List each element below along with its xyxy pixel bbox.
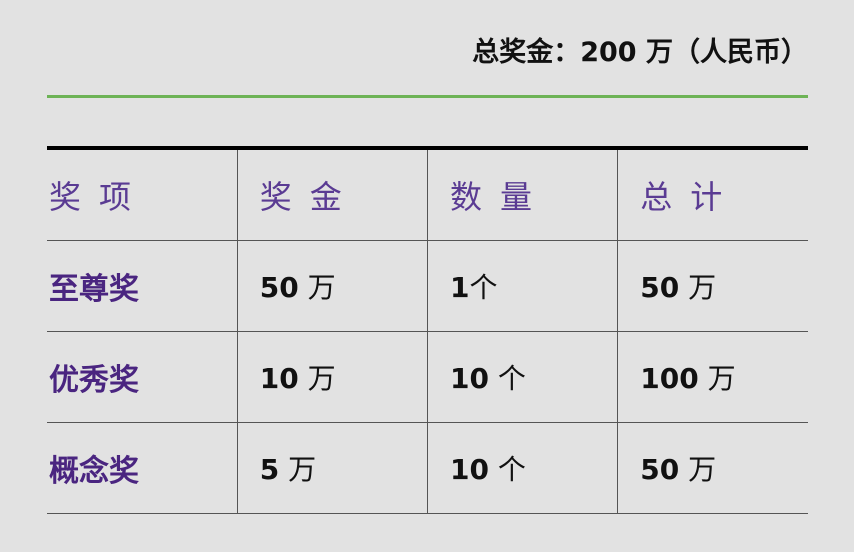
count-value: 1 [450, 271, 470, 304]
prize-value: 5 [259, 453, 280, 486]
count-cell: 10 个 [426, 331, 618, 423]
table-row: 概念奖 5 万 10 个 50 万 [47, 422, 808, 514]
count-unit: 个 [497, 362, 526, 395]
total-cell: 50 万 [617, 240, 808, 332]
count-value: 10 [450, 453, 489, 486]
prize-cell: 10 万 [236, 331, 428, 423]
total-unit: 万 [688, 271, 717, 304]
count-unit: 个 [497, 453, 526, 486]
prize-cell: 5 万 [236, 422, 428, 514]
table-row: 至尊奖 50 万 1个 50 万 [47, 240, 808, 332]
prize-cell: 50 万 [236, 240, 428, 332]
prize-unit: 万 [307, 362, 336, 395]
header-award: 奖项 [47, 150, 238, 241]
total-value: 50 [640, 271, 680, 304]
header-prize: 奖金 [236, 150, 428, 241]
table-header-row: 奖项 奖金 数量 总计 [47, 150, 808, 241]
prize-value: 50 [259, 271, 299, 304]
prize-value: 10 [259, 362, 299, 395]
total-unit: 万 [707, 362, 736, 395]
green-divider [47, 95, 808, 98]
table-row: 优秀奖 10 万 10 个 100 万 [47, 331, 808, 423]
count-cell: 10 个 [426, 422, 618, 514]
count-value: 10 [450, 362, 489, 395]
total-cell: 50 万 [617, 422, 808, 514]
total-value: 100 [640, 362, 699, 395]
total-unit: 万 [688, 453, 717, 486]
count-cell: 1个 [426, 240, 618, 332]
total-cell: 100 万 [617, 331, 808, 423]
prize-unit: 万 [307, 271, 336, 304]
prize-unit: 万 [288, 453, 317, 486]
count-unit: 个 [469, 271, 498, 304]
header-total: 总计 [617, 150, 808, 241]
total-value: 50 [640, 453, 680, 486]
award-name: 优秀奖 [47, 331, 238, 423]
header-count: 数量 [426, 150, 618, 241]
prize-table: 奖项 奖金 数量 总计 至尊奖 50 万 1个 50 万 优秀奖 10 万 10… [47, 150, 808, 514]
award-name: 至尊奖 [47, 240, 238, 332]
total-prize-title: 总奖金：200 万（人民币） [472, 37, 808, 68]
table-top-rule [47, 146, 808, 150]
award-name: 概念奖 [47, 422, 238, 514]
